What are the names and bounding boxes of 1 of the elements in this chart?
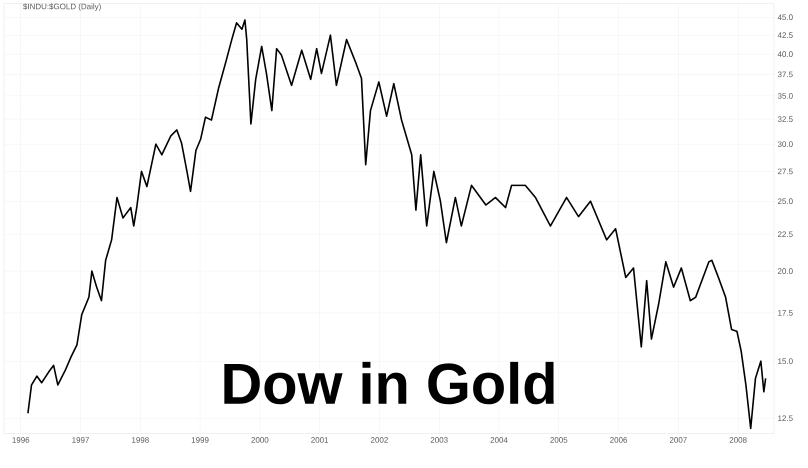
annotation: Dow in Gold bbox=[224, 362, 554, 404]
